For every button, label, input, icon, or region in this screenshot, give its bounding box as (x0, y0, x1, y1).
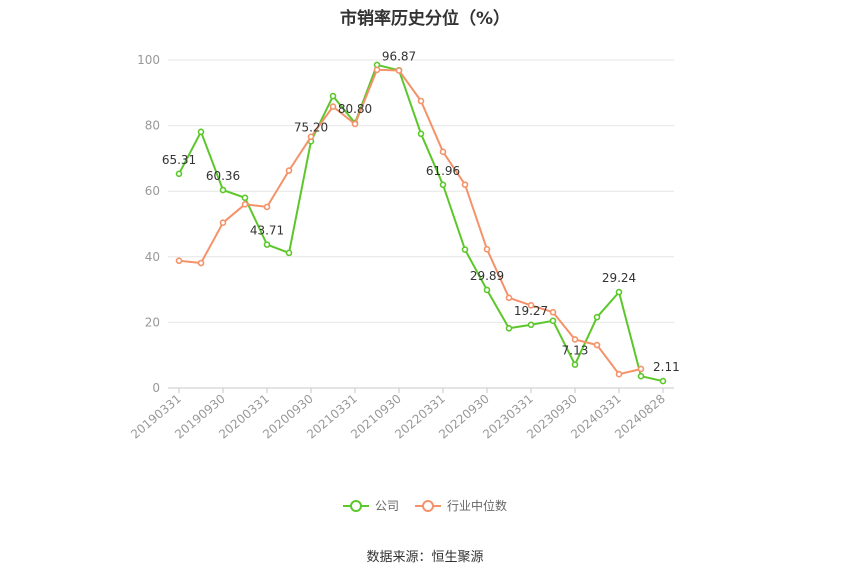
series-point-0 (615, 288, 623, 296)
series-point-1 (549, 308, 557, 316)
legend-industry-marker-icon (415, 499, 441, 512)
series-point-1 (593, 341, 601, 349)
series-point-0 (175, 170, 183, 178)
series-point-1 (197, 259, 205, 267)
series-point-1 (483, 245, 491, 253)
series-point-1 (219, 219, 227, 226)
series-line-1 (178, 68, 642, 376)
series-point-1 (417, 97, 425, 105)
series-point-1 (263, 203, 271, 211)
y-tick-label: 0 (152, 381, 160, 395)
y-tick-label: 80 (145, 119, 160, 133)
series-point-0 (659, 377, 667, 385)
series-point-0 (241, 194, 249, 202)
source-note: 数据来源：恒生聚源 (366, 550, 484, 565)
legend-item-industry-median[interactable]: 行业中位数 (415, 497, 507, 514)
series-point-1 (615, 370, 623, 378)
data-label: 43.71 (250, 224, 284, 238)
y-tick-label: 100 (137, 53, 160, 67)
series-point-1 (329, 103, 337, 110)
data-label: 29.24 (602, 271, 636, 285)
legend: 公司 行业中位数 (0, 497, 850, 514)
series-point-1 (571, 336, 579, 343)
data-labels: 65.31 60.36 43.71 75.20 80.80 96.87 61.96 29.89… (162, 49, 680, 374)
data-label: 61.96 (426, 164, 460, 178)
series-point-0 (505, 325, 513, 332)
legend-industry-label: 行业中位数 (447, 499, 508, 513)
series-point-1 (285, 167, 293, 174)
series-point-0 (637, 372, 645, 380)
series-point-0 (483, 286, 491, 294)
legend-item-company[interactable]: 公司 (342, 497, 399, 514)
series-point-0 (549, 317, 557, 325)
series-point-1 (395, 67, 403, 74)
legend-company-label: 公司 (374, 499, 399, 513)
data-label: 2.11 (653, 360, 680, 374)
series-point-1 (241, 201, 249, 208)
data-label: 80.80 (338, 102, 372, 116)
series-point-0 (527, 321, 535, 329)
series-point-0 (571, 361, 579, 368)
series-point-1 (351, 120, 359, 128)
data-label: 65.31 (162, 153, 196, 167)
series-point-0 (285, 249, 293, 257)
series-point-1 (527, 302, 535, 309)
series-point-1 (505, 294, 513, 302)
series-point-1 (461, 181, 469, 188)
series-point-0 (329, 92, 337, 100)
series-point-0 (439, 181, 447, 189)
data-label: 29.89 (470, 269, 504, 283)
y-tick-label: 40 (145, 250, 160, 264)
series-point-1 (439, 148, 447, 156)
series-point-0 (197, 128, 205, 136)
series-point-0 (263, 241, 271, 248)
series-point-1 (373, 66, 381, 74)
series-point-1 (307, 133, 315, 141)
y-tick-label: 60 (145, 184, 160, 198)
y-tick-label: 20 (145, 315, 160, 329)
series-point-1 (637, 365, 645, 373)
chart-title: 市销率历史分位（%） (339, 9, 511, 29)
series-point-0 (219, 186, 227, 194)
data-label: 60.36 (206, 169, 240, 183)
series-point-1 (175, 257, 183, 265)
series-point-0 (461, 246, 469, 253)
data-label: 7.13 (562, 344, 589, 358)
series-point-0 (417, 130, 425, 138)
data-label: 75.20 (294, 120, 328, 134)
series-lines (175, 61, 667, 385)
data-label: 19.27 (514, 304, 548, 318)
gridlines (168, 59, 674, 323)
data-label: 96.87 (382, 49, 416, 63)
legend-company-marker-icon (342, 499, 369, 512)
series-point-0 (593, 313, 601, 321)
